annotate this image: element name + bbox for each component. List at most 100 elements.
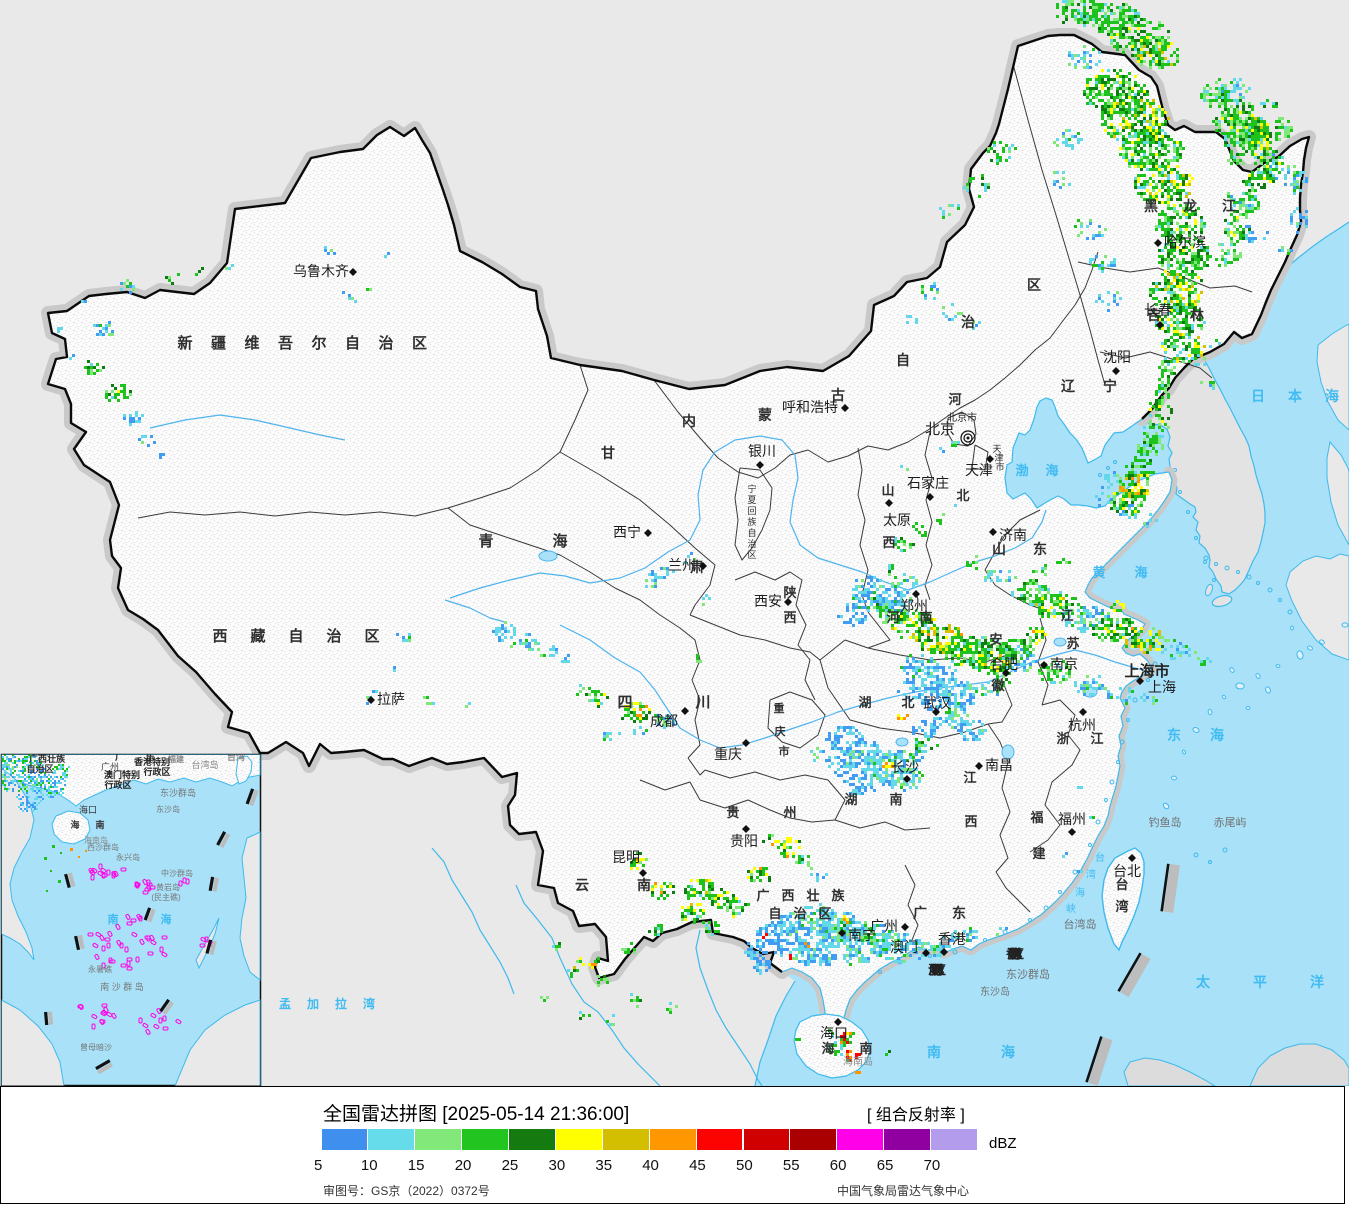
svg-text:湖: 湖 (844, 792, 857, 807)
svg-text:自: 自 (896, 352, 910, 368)
svg-text:宁: 宁 (747, 483, 756, 494)
svg-text:银川: 银川 (748, 443, 776, 459)
svg-text:石家庄: 石家庄 (907, 475, 949, 491)
svg-text:西: 西 (212, 628, 227, 645)
svg-text:市: 市 (995, 461, 1004, 472)
svg-text:海: 海 (161, 912, 172, 926)
svg-text:渤: 渤 (1015, 463, 1028, 478)
svg-text:曾母暗沙: 曾母暗沙 (80, 1042, 112, 1052)
svg-text:龙: 龙 (1182, 198, 1197, 214)
svg-text:治: 治 (326, 627, 341, 645)
svg-text:治: 治 (747, 538, 756, 549)
svg-text:长春: 长春 (1144, 302, 1172, 318)
svg-text:门: 门 (929, 962, 941, 977)
svg-text:江: 江 (963, 770, 976, 785)
svg-text:湖: 湖 (858, 695, 871, 710)
svg-text:族: 族 (747, 516, 756, 527)
svg-text:南京: 南京 (1050, 656, 1078, 672)
svg-text:宁: 宁 (1103, 378, 1117, 394)
svg-text:自: 自 (747, 527, 756, 538)
svg-text:河: 河 (948, 392, 961, 407)
svg-text:香港特别: 香港特别 (133, 756, 170, 767)
svg-text:广西壮族: 广西壮族 (29, 753, 66, 764)
svg-text:东: 东 (1167, 727, 1181, 743)
svg-text:东沙岛: 东沙岛 (980, 985, 1010, 998)
svg-text:东: 东 (145, 750, 155, 763)
svg-text:太原: 太原 (883, 512, 911, 528)
svg-text:浙: 浙 (1056, 731, 1069, 746)
svg-text:钓鱼岛: 钓鱼岛 (1149, 815, 1182, 829)
svg-text:本: 本 (1288, 388, 1303, 404)
svg-text:州: 州 (782, 805, 796, 820)
svg-text:西: 西 (781, 888, 794, 903)
svg-text:天津: 天津 (965, 462, 993, 478)
svg-text:海南岛: 海南岛 (84, 835, 108, 845)
svg-text:永暑礁: 永暑礁 (88, 964, 112, 974)
svg-text:壮: 壮 (806, 888, 819, 903)
svg-text:吾: 吾 (278, 335, 293, 352)
svg-text:孟: 孟 (279, 996, 291, 1011)
svg-text:徽: 徽 (990, 678, 1005, 693)
svg-text:北京市: 北京市 (947, 411, 977, 424)
svg-text:西: 西 (882, 535, 895, 550)
svg-text:海: 海 (1325, 388, 1339, 404)
svg-text:新: 新 (177, 334, 192, 352)
svg-text:贵: 贵 (726, 805, 739, 820)
svg-text:平: 平 (1253, 974, 1267, 990)
svg-text:江: 江 (1060, 608, 1073, 623)
svg-text:海: 海 (1045, 463, 1058, 478)
svg-text:东: 东 (952, 905, 966, 921)
svg-text:太: 太 (1196, 974, 1211, 990)
svg-text:湾: 湾 (1115, 899, 1128, 914)
svg-text:山: 山 (881, 483, 894, 498)
svg-text:海: 海 (1134, 565, 1147, 580)
svg-text:自: 自 (288, 627, 303, 645)
svg-text:贵阳: 贵阳 (730, 833, 758, 849)
svg-text:台: 台 (1115, 877, 1128, 892)
svg-text:治: 治 (793, 906, 806, 921)
svg-text:海: 海 (70, 819, 79, 830)
svg-text:澳: 澳 (928, 962, 941, 977)
svg-text:古: 古 (831, 387, 845, 403)
svg-text:天: 天 (992, 444, 1001, 454)
svg-text:台: 台 (1095, 851, 1105, 864)
svg-text:区: 区 (934, 963, 946, 977)
svg-text:澳门: 澳门 (890, 939, 918, 955)
svg-text:武汉: 武汉 (923, 695, 951, 711)
svg-text:海: 海 (1210, 727, 1224, 743)
svg-text:政: 政 (933, 962, 946, 977)
svg-text:日: 日 (1251, 388, 1265, 404)
svg-text:区: 区 (747, 550, 756, 560)
svg-text:香港: 香港 (938, 931, 966, 947)
svg-text:海: 海 (552, 532, 567, 550)
svg-text:合肥: 合肥 (990, 656, 1018, 672)
svg-text:行政区: 行政区 (142, 766, 170, 777)
svg-text:特: 特 (930, 962, 942, 977)
svg-text:北: 北 (901, 695, 914, 710)
svg-text:自: 自 (768, 906, 781, 921)
svg-text:西安: 西安 (754, 593, 782, 609)
svg-text:东沙群岛: 东沙群岛 (160, 787, 196, 798)
svg-text:四: 四 (617, 694, 632, 711)
svg-text:海: 海 (821, 1041, 834, 1056)
svg-text:江: 江 (1090, 731, 1103, 746)
svg-text:治: 治 (961, 314, 975, 330)
svg-text:维: 维 (244, 334, 259, 352)
svg-text:建: 建 (1032, 846, 1045, 861)
svg-text:长沙: 长沙 (891, 759, 919, 775)
svg-text:广州: 广州 (101, 761, 119, 772)
svg-text:黄: 黄 (1092, 565, 1105, 580)
svg-text:川: 川 (694, 694, 710, 711)
svg-text:重: 重 (774, 701, 785, 715)
svg-text:重庆: 重庆 (714, 746, 742, 762)
svg-text:苏: 苏 (1066, 636, 1079, 651)
svg-text:江: 江 (1222, 198, 1236, 214)
svg-text:疆: 疆 (211, 335, 226, 352)
svg-text:上海: 上海 (1148, 679, 1176, 695)
svg-text:广: 广 (913, 905, 927, 921)
svg-text:黄岩岛: 黄岩岛 (156, 882, 180, 892)
svg-text:海: 海 (1075, 886, 1085, 899)
svg-text:昆明: 昆明 (612, 849, 640, 865)
svg-text:辽: 辽 (1061, 378, 1076, 394)
svg-text:行: 行 (931, 962, 944, 977)
